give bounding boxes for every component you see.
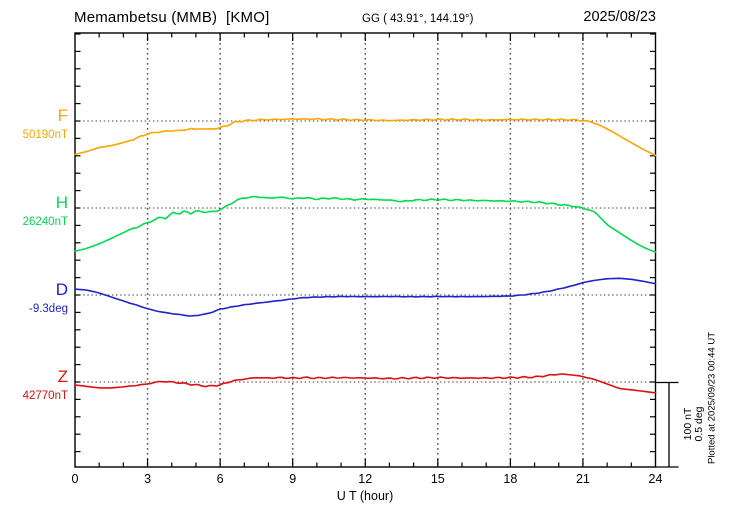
series-baseline-value-D: -9.3deg xyxy=(28,303,68,315)
scalebar-label-deg: 0.5 deg xyxy=(693,406,705,442)
x-tick-label-15: 15 xyxy=(430,472,445,486)
series-letter-H: H xyxy=(55,193,68,212)
x-tick-label-18: 18 xyxy=(503,472,518,486)
x-tick-label-21: 21 xyxy=(575,472,590,486)
x-axis-label: U T (hour) xyxy=(336,489,394,503)
series-letter-Z: Z xyxy=(57,367,68,386)
geographic-coordinates: GG ( 43.91°, 144.19°) xyxy=(362,13,474,25)
x-tick-label-3: 3 xyxy=(144,472,152,486)
trace-F xyxy=(74,117,657,157)
station-title: Memambetsu (MMB) [KMO] xyxy=(74,9,270,26)
series-baseline-value-H: 26240nT xyxy=(22,216,68,228)
series-baseline-value-Z: 42770nT xyxy=(22,390,68,402)
plot-date: 2025/08/23 xyxy=(583,9,656,25)
trace-H xyxy=(74,195,657,253)
x-tick-label-12: 12 xyxy=(358,472,373,486)
series-baseline-value-F: 50190nT xyxy=(22,129,68,141)
x-tick-label-24: 24 xyxy=(648,472,663,486)
x-tick-label-0: 0 xyxy=(71,472,79,486)
series-letter-D: D xyxy=(55,280,68,299)
x-tick-label-6: 6 xyxy=(216,472,224,486)
plotted-at-timestamp: Plotted at 2025/09/23 00:44 UT xyxy=(706,331,718,465)
trace-Z xyxy=(74,373,657,394)
scalebar-label: 100 nT 0.5 deg xyxy=(682,406,705,442)
series-letter-F: F xyxy=(57,106,68,125)
x-tick-label-9: 9 xyxy=(289,472,297,486)
trace-D xyxy=(74,277,657,317)
